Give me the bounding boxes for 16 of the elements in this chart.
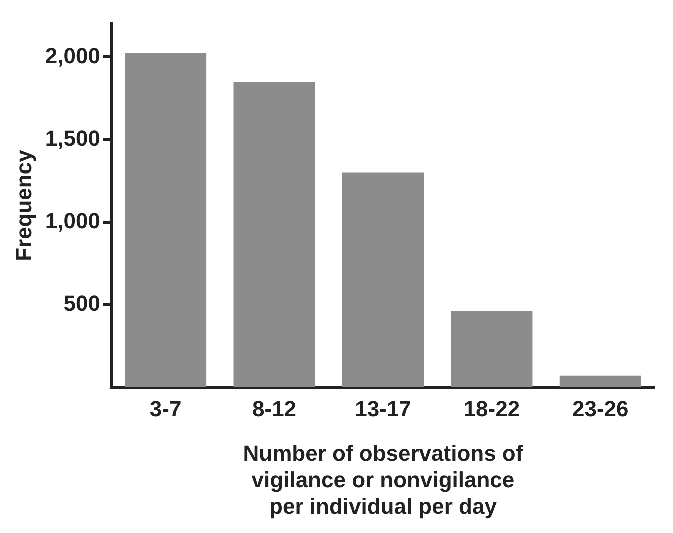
y-tick-label: 2,000 [45,43,100,68]
bar [451,311,533,388]
x-tick-label: 8-12 [252,396,297,422]
x-axis-title: Number of observations of vigilance or nonvigilance per individual per day [243,441,524,519]
x-tick-label: 18-22 [464,396,520,422]
bar [125,53,207,388]
y-tick-label: 1,500 [45,126,100,151]
bar [234,82,316,388]
y-tick-label: 500 [64,290,100,316]
x-tick-label: 13-17 [355,396,412,422]
bar [342,172,424,388]
x-tick-label: 23-26 [572,396,629,422]
x-tick-label: 3-7 [150,396,182,422]
y-axis-title: Frequency [11,149,36,262]
y-tick-label: 1,000 [45,208,100,234]
bar [560,376,642,388]
